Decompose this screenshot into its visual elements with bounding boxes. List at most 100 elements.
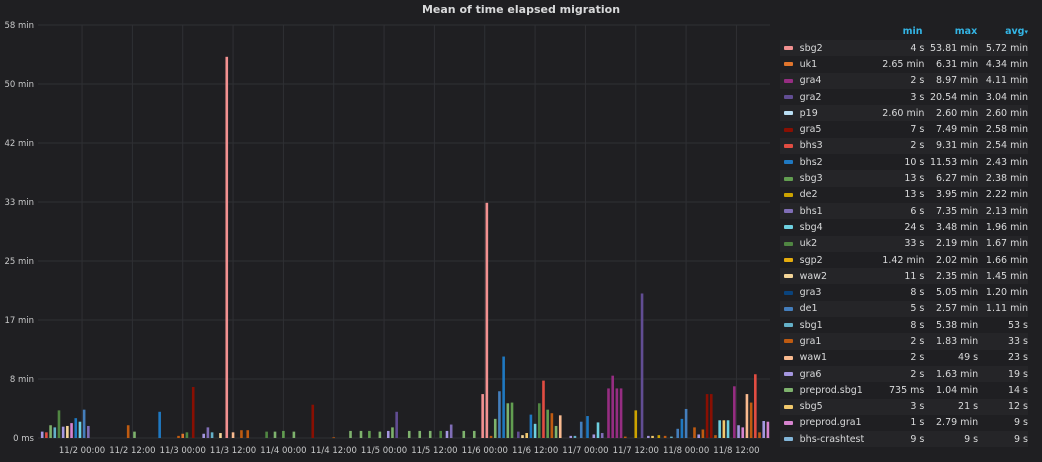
legend-swatch[interactable] <box>784 176 793 181</box>
bar-waw1[interactable] <box>558 415 562 438</box>
legend-item-bhs3[interactable]: bhs3 2 s 9.31 min 2.54 min <box>780 137 1028 155</box>
bar-bhs1[interactable] <box>206 427 210 438</box>
legend-series-name[interactable]: preprod.sbg1 <box>799 384 863 396</box>
legend-swatch[interactable] <box>784 241 793 246</box>
bar-gra6[interactable] <box>445 430 449 438</box>
legend-swatch[interactable] <box>784 192 793 197</box>
bar-bhs2[interactable] <box>586 416 589 438</box>
bar-preprod-sbg1[interactable] <box>391 427 394 438</box>
bar-gra6[interactable] <box>592 434 596 438</box>
bar-gra1[interactable] <box>623 436 627 438</box>
bar-gra1[interactable] <box>550 413 554 438</box>
legend-swatch[interactable] <box>784 306 793 311</box>
legend-swatch[interactable] <box>784 160 793 165</box>
legend-swatch[interactable] <box>784 372 793 377</box>
legend-series-name[interactable]: sbg4 <box>799 221 823 233</box>
legend-item-sbg5[interactable]: sbg5 3 s 21 s 12 s <box>780 398 1028 415</box>
legend-swatch[interactable] <box>784 209 793 214</box>
bar-gra4[interactable] <box>607 388 610 438</box>
bar-preprod-sbg1[interactable] <box>133 431 136 438</box>
legend-item-waw1[interactable]: waw1 2 s 49 s 23 s <box>780 350 1028 366</box>
legend-series-name[interactable]: gra2 <box>799 91 822 103</box>
bar-sbg3[interactable] <box>510 402 514 438</box>
bar-sbg5[interactable] <box>525 433 528 438</box>
bar-sbg4[interactable] <box>533 423 537 438</box>
legend-series-name[interactable]: bhs2 <box>799 156 823 168</box>
bar-preprod-sbg1[interactable] <box>418 430 422 438</box>
bar-preprod-sbg1[interactable] <box>273 431 277 438</box>
legend-item-de2[interactable]: de2 13 s 3.95 min 2.22 min <box>780 187 1028 203</box>
legend-item-sbg4[interactable]: sbg4 24 s 3.48 min 1.96 min <box>780 219 1028 235</box>
bar-gra5[interactable] <box>705 394 709 438</box>
bar-bhs3[interactable] <box>45 432 48 438</box>
legend-series-name[interactable]: bhs1 <box>799 205 823 217</box>
legend-series-name[interactable]: sbg1 <box>799 319 823 331</box>
bar-sbg1[interactable] <box>53 427 57 438</box>
legend-item-gra2[interactable]: gra2 3 s 20.54 min 3.04 min <box>780 89 1028 105</box>
legend-series-name[interactable]: de1 <box>799 303 818 315</box>
bar-bhs2[interactable] <box>680 418 684 438</box>
legend-col-avg[interactable]: avg▾ <box>1005 25 1028 37</box>
bar-preprod-sbg1[interactable] <box>428 430 432 438</box>
legend-item-gra3[interactable]: gra3 8 s 5.05 min 1.20 min <box>780 284 1028 300</box>
legend-series-name[interactable]: preprod.gra1 <box>799 417 862 429</box>
bar-gra1[interactable] <box>701 429 705 438</box>
bar-sbg4[interactable] <box>78 421 82 438</box>
bar-waw2[interactable] <box>66 425 69 438</box>
legend-item-gra5[interactable]: gra5 7 s 7.49 min 2.58 min <box>780 121 1028 137</box>
bar-waw2[interactable] <box>219 433 222 438</box>
legend-item-bhs-crashtest[interactable]: bhs-crashtest 9 s 9 s 9 s <box>780 431 1028 448</box>
bar-gra2[interactable] <box>517 431 520 438</box>
legend-series-name[interactable]: uk1 <box>799 58 818 70</box>
legend-item-p19[interactable]: p19 2.60 min 2.60 min 2.60 min <box>780 105 1028 122</box>
legend-series-name[interactable]: de2 <box>799 189 818 201</box>
bar-uk2[interactable] <box>265 431 268 438</box>
bar-preprod-sbg1[interactable] <box>506 403 510 438</box>
bar-uk2[interactable] <box>537 403 541 438</box>
legend-item-gra6[interactable]: gra6 2 s 1.63 min 19 s <box>780 365 1028 383</box>
bar-gra1[interactable] <box>332 437 336 439</box>
bar-gra6[interactable] <box>697 434 700 438</box>
bar-gra1[interactable] <box>693 427 696 438</box>
legend-item-bhs1[interactable]: bhs1 6 s 7.35 min 2.13 min <box>780 202 1028 220</box>
bar-sbg2[interactable] <box>485 202 489 438</box>
bar-gra1[interactable] <box>177 435 180 438</box>
legend-series-name[interactable]: gra1 <box>799 335 822 347</box>
bar-de1[interactable] <box>676 428 680 438</box>
bar-gra6[interactable] <box>40 431 44 438</box>
legend-item-sbg1[interactable]: sbg1 8 s 5.38 min 53 s <box>780 317 1028 333</box>
bar-bhs1[interactable] <box>87 425 90 438</box>
bar-preprod-sbg1[interactable] <box>359 430 363 438</box>
bar-bhs2[interactable] <box>74 418 78 438</box>
legend-swatch[interactable] <box>784 225 793 230</box>
legend-series-name[interactable]: gra5 <box>799 124 822 136</box>
legend-series-name[interactable]: gra6 <box>799 368 822 380</box>
legend-item-preprod-gra1[interactable]: preprod.gra1 1 s 2.79 min 9 s <box>780 415 1028 431</box>
bar-preprod-sbg1[interactable] <box>49 425 52 438</box>
bar-gra2[interactable] <box>640 293 644 438</box>
bar-preprod-sbg1[interactable] <box>292 431 296 438</box>
bar-sbg3[interactable] <box>282 430 285 438</box>
legend-swatch[interactable] <box>784 46 793 51</box>
legend-swatch[interactable] <box>784 404 793 409</box>
legend-series-name[interactable]: p19 <box>799 107 818 119</box>
bar-preprod-sbg1[interactable] <box>554 425 558 438</box>
bar-preprod-sbg1[interactable] <box>407 430 411 438</box>
bar-waw1[interactable] <box>231 432 235 438</box>
bar-preprod-sbg1[interactable] <box>349 430 352 438</box>
bar-de2[interactable] <box>657 435 661 438</box>
legend-series-name[interactable]: sgp2 <box>799 254 823 266</box>
bar-sbg3[interactable] <box>368 430 371 438</box>
legend-series-name[interactable]: uk2 <box>799 238 818 250</box>
bar-sbg3[interactable] <box>546 409 549 438</box>
legend-series-name[interactable]: bhs-crashtest <box>799 433 865 445</box>
legend-item-sbg2[interactable]: sbg2 4 s 53.81 min 5.72 min <box>780 40 1028 57</box>
legend-swatch[interactable] <box>784 420 793 425</box>
bar-preprod-sbg1[interactable] <box>378 431 382 438</box>
legend-item-sgp2[interactable]: sgp2 1.42 min 2.02 min 1.66 min <box>780 252 1028 268</box>
bar-gra1[interactable] <box>749 402 753 438</box>
bar-gra4[interactable] <box>733 386 736 438</box>
bar-gra4[interactable] <box>611 375 614 438</box>
legend-swatch[interactable] <box>784 143 793 148</box>
bar-preprod-gra1[interactable] <box>741 427 745 438</box>
